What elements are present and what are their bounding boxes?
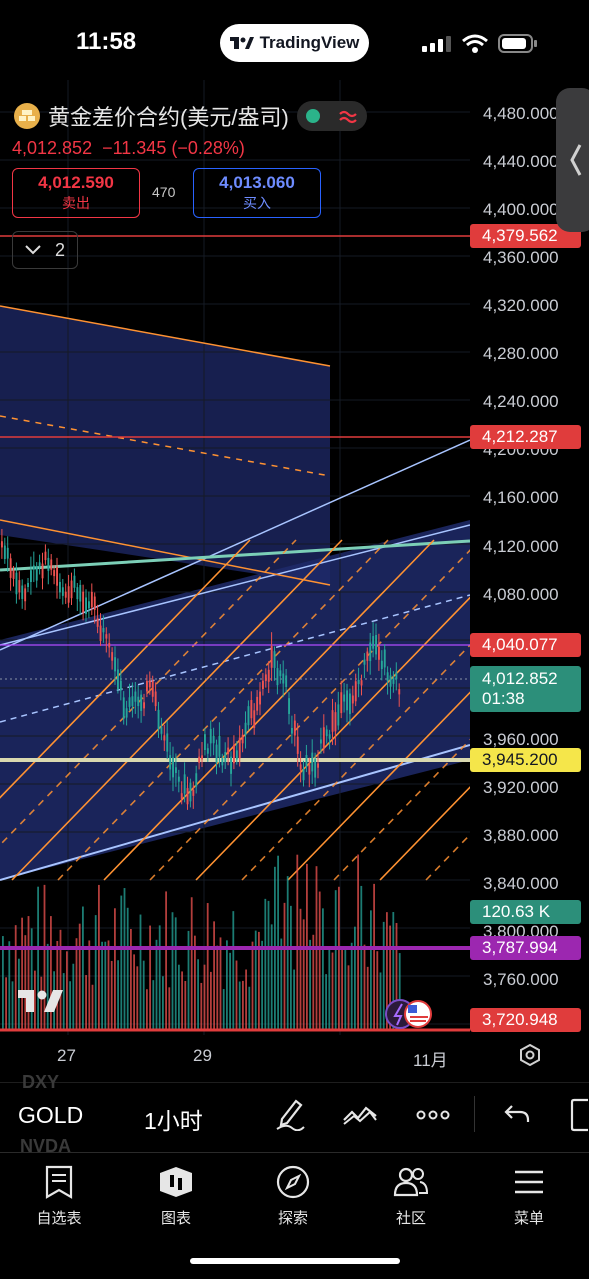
price-level-tag: 3,945.200 xyxy=(470,748,581,772)
undo-icon[interactable] xyxy=(504,1104,530,1129)
tradingview-logo-icon xyxy=(229,37,254,49)
ghost-symbol-dxy[interactable]: DXY xyxy=(22,1072,60,1092)
toolbar-divider xyxy=(474,1096,475,1132)
price-level-tag: 3,720.948 xyxy=(470,1008,581,1032)
status-time: 11:58 xyxy=(76,28,137,55)
price-change-line: 4,012.852 −11.345 (−0.28%) xyxy=(12,138,245,159)
last-price: 4,012.852 xyxy=(12,138,93,158)
price-axis-label: 3,960.000 xyxy=(483,730,559,749)
nav-label-explore: 探索 xyxy=(277,1210,308,1227)
nav-label-watchlist: 自选表 xyxy=(36,1210,82,1227)
battery-icon xyxy=(498,34,538,59)
side-panel-handle[interactable] xyxy=(556,88,589,232)
nav-label-community: 社区 xyxy=(395,1210,426,1227)
nav-label-chart: 图表 xyxy=(160,1210,191,1227)
price-axis-label: 4,320.000 xyxy=(483,296,559,315)
price-level-tag: 3,787.994 xyxy=(470,936,581,960)
price-axis-label: 4,360.000 xyxy=(483,248,559,267)
compass-icon xyxy=(276,1165,310,1199)
delayed-wave-icon xyxy=(339,110,358,124)
price-axis-label: 4,480.000 xyxy=(483,104,559,123)
price-axis-label: 4,280.000 xyxy=(483,344,559,363)
sell-button[interactable]: 4,012.590 卖出 xyxy=(12,168,140,218)
tradingview-pill[interactable]: TradingView xyxy=(220,24,369,62)
market-status-pill[interactable] xyxy=(296,101,367,131)
interval-button[interactable]: 1小时 xyxy=(144,1108,203,1134)
buy-button[interactable]: 4,013.060 买入 xyxy=(193,168,321,218)
community-icon xyxy=(393,1167,429,1197)
pen-draw-icon[interactable] xyxy=(274,1097,306,1136)
tradingview-watermark-icon xyxy=(18,990,63,1012)
price-axis-label: 4,160.000 xyxy=(483,488,559,507)
chart-icon xyxy=(160,1167,192,1197)
buy-price: 4,013.060 xyxy=(219,173,295,192)
bottom-nav: 自选表 图表 探索 社区 菜单 xyxy=(0,1152,589,1279)
buy-label: 买入 xyxy=(243,195,271,211)
chart-toolbar xyxy=(0,1082,589,1149)
price-axis-label: 3,840.000 xyxy=(483,874,559,893)
more-icon[interactable] xyxy=(416,1108,450,1126)
indicator-icon[interactable] xyxy=(342,1102,378,1131)
tradingview-label: TradingView xyxy=(259,33,360,52)
current-price: 4,012.852 xyxy=(482,669,558,688)
nav-community[interactable]: 社区 xyxy=(371,1165,451,1228)
symbol-button[interactable]: GOLD xyxy=(18,1102,84,1128)
price-axis-label: 4,440.000 xyxy=(483,152,559,171)
nav-menu[interactable]: 菜单 xyxy=(489,1165,569,1228)
market-open-dot-icon xyxy=(306,109,321,123)
nav-watchlist[interactable]: 自选表 xyxy=(19,1165,99,1228)
us-flag-icon xyxy=(404,1000,432,1028)
sell-price: 4,012.590 xyxy=(38,173,114,192)
price-change: −11.345 (−0.28%) xyxy=(102,138,245,158)
current-price-tag: 4,012.852 01:38 xyxy=(470,666,581,712)
spread-value: 470 xyxy=(152,184,176,200)
price-axis-label: 4,240.000 xyxy=(483,392,559,411)
price-axis-label: 3,920.000 xyxy=(483,778,559,797)
nav-label-menu: 菜单 xyxy=(513,1210,544,1227)
price-axis-label: 4,080.000 xyxy=(483,585,559,604)
nav-explore[interactable]: 探索 xyxy=(253,1165,333,1228)
cellular-signal-icon xyxy=(422,36,452,57)
symbol-title: 黄金差价合约(美元/盎司) xyxy=(48,105,289,130)
price-axis-label: 4,120.000 xyxy=(483,537,559,556)
home-indicator xyxy=(190,1258,400,1264)
wifi-icon xyxy=(462,34,488,59)
indicator-collapse-button[interactable]: 2 xyxy=(12,231,78,269)
ghost-symbol-nvda[interactable]: NVDA xyxy=(20,1136,72,1156)
sell-label: 卖出 xyxy=(62,195,90,211)
price-axis-label: 4,400.000 xyxy=(483,200,559,219)
price-level-tag: 4,212.287 xyxy=(470,425,581,449)
watchlist-icon xyxy=(45,1165,73,1199)
bar-countdown: 01:38 xyxy=(482,689,525,708)
price-axis-label: 3,880.000 xyxy=(483,826,559,845)
indicator-count: 2 xyxy=(54,239,65,260)
time-label-27: 27 xyxy=(57,1046,76,1065)
chart-settings-icon[interactable] xyxy=(519,1043,541,1071)
price-axis-label: 3,760.000 xyxy=(483,970,559,989)
price-level-tag: 4,040.077 xyxy=(470,633,581,657)
price-level-tag: 120.63 K xyxy=(470,900,581,924)
gold-coin-icon xyxy=(14,103,40,129)
price-chart[interactable] xyxy=(0,0,589,1040)
time-label-29: 29 xyxy=(193,1046,212,1065)
chevron-down-icon xyxy=(25,245,41,255)
menu-icon xyxy=(515,1170,543,1194)
symbol-header[interactable]: 黄金差价合约(美元/盎司) xyxy=(14,100,367,132)
time-label-nov: 11月 xyxy=(413,1051,448,1070)
fullscreen-icon[interactable] xyxy=(570,1098,589,1137)
nav-chart[interactable]: 图表 xyxy=(136,1165,216,1228)
chevron-left-icon xyxy=(570,144,582,176)
